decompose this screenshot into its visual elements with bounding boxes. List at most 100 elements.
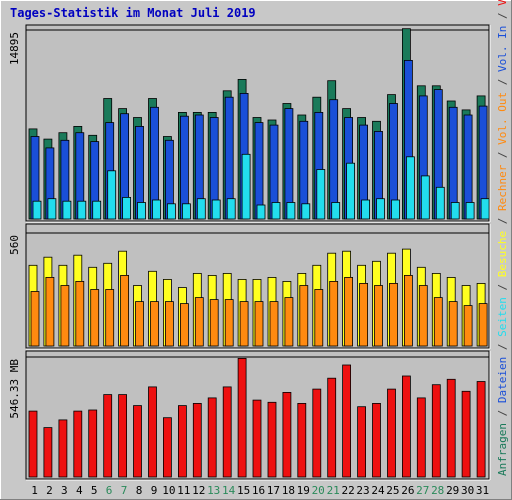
bar-volumen-day-21 xyxy=(327,377,337,478)
bar-rechner-day-24 xyxy=(374,285,383,347)
bar-seiten-day-5 xyxy=(92,200,102,220)
bar-volumen-day-9 xyxy=(148,386,157,478)
bar-rechner-day-4 xyxy=(75,280,85,347)
bar-rechner-day-10 xyxy=(164,301,174,347)
day-label-29: 29 xyxy=(446,484,459,497)
legend-item-besuche: Besuche xyxy=(496,231,509,277)
day-label-4: 4 xyxy=(76,484,83,497)
legend-separator: / xyxy=(496,337,509,357)
bar-rechner-day-5 xyxy=(90,289,100,347)
legend-separator: / xyxy=(496,145,509,165)
bar-rechner-day-20 xyxy=(314,289,324,347)
bar-seiten-day-8 xyxy=(137,202,146,220)
bar-volumen-day-27 xyxy=(416,397,426,478)
bar-seiten-day-21 xyxy=(331,202,341,220)
day-label-22: 22 xyxy=(341,484,354,497)
bar-volumen-day-24 xyxy=(372,402,381,478)
bar-seiten-day-18 xyxy=(286,202,296,220)
day-label-5: 5 xyxy=(91,484,98,497)
bar-seiten-day-12 xyxy=(196,198,206,220)
bar-rechner-day-13 xyxy=(209,299,219,347)
bar-rechner-day-6 xyxy=(105,289,115,347)
bar-rechner-day-29 xyxy=(448,301,458,347)
bar-rechner-day-3 xyxy=(60,285,70,347)
bar-seiten-day-24 xyxy=(376,198,385,220)
bar-seiten-day-16 xyxy=(256,204,266,220)
bar-rechner-day-17 xyxy=(269,301,279,347)
day-label-8: 8 xyxy=(136,484,143,497)
bar-seiten-day-2 xyxy=(47,198,57,220)
day-label-28: 28 xyxy=(431,484,444,497)
day-label-20: 20 xyxy=(312,484,325,497)
bar-rechner-day-11 xyxy=(179,303,189,347)
bar-rechner-day-27 xyxy=(418,285,428,347)
bar-seiten-day-1 xyxy=(32,200,42,220)
legend-item-volumen: Volumen xyxy=(496,0,509,6)
bar-seiten-day-4 xyxy=(77,200,87,220)
day-label-11: 11 xyxy=(177,484,190,497)
bar-volumen-day-22 xyxy=(342,364,352,478)
legend-separator: / xyxy=(496,277,509,297)
bar-rechner-day-16 xyxy=(254,301,264,347)
bar-volumen-day-5 xyxy=(88,409,98,478)
day-label-16: 16 xyxy=(252,484,265,497)
bar-volumen-day-16 xyxy=(252,399,262,478)
legend-item-dateien: Dateien xyxy=(496,357,509,403)
bar-volumen-day-14 xyxy=(222,386,232,478)
bar-rechner-day-9 xyxy=(150,301,159,347)
bar-seiten-day-15 xyxy=(241,153,251,220)
day-label-7: 7 xyxy=(121,484,128,497)
max-label-hits: 14895 xyxy=(8,32,21,65)
legend-separator: / xyxy=(496,72,509,92)
bar-volumen-day-23 xyxy=(357,406,367,478)
bar-dateien-day-16 xyxy=(254,122,264,220)
bar-volumen-day-6 xyxy=(103,394,113,478)
bar-seiten-day-31 xyxy=(480,198,490,220)
bar-rechner-day-19 xyxy=(299,285,309,347)
bar-seiten-day-6 xyxy=(107,170,117,220)
day-label-10: 10 xyxy=(162,484,175,497)
bar-volumen-day-25 xyxy=(387,388,396,478)
bar-seiten-day-22 xyxy=(346,162,356,220)
bar-rechner-day-1 xyxy=(30,291,40,347)
bar-rechner-day-8 xyxy=(135,301,144,347)
bar-seiten-day-9 xyxy=(152,199,161,220)
day-label-14: 14 xyxy=(222,484,236,497)
legend-separator: / xyxy=(496,211,509,231)
day-label-31: 31 xyxy=(476,484,489,497)
bar-rechner-day-30 xyxy=(463,305,473,347)
day-label-27: 27 xyxy=(416,484,429,497)
bar-seiten-day-3 xyxy=(62,200,72,220)
bar-volumen-day-12 xyxy=(192,402,202,478)
bar-seiten-day-25 xyxy=(391,199,400,220)
bar-seiten-day-20 xyxy=(316,169,326,220)
bar-seiten-day-30 xyxy=(465,202,475,220)
bar-seiten-day-14 xyxy=(226,198,236,220)
legend-right: Anfragen / Dateien / Seiten / Besuche / … xyxy=(496,0,509,476)
bar-seiten-day-28 xyxy=(435,186,445,220)
bar-volumen-day-11 xyxy=(177,405,187,478)
bar-volumen-day-28 xyxy=(431,384,441,478)
bar-seiten-day-19 xyxy=(301,203,311,220)
bar-seiten-day-10 xyxy=(166,203,176,220)
legend-separator: / xyxy=(496,6,509,26)
day-label-15: 15 xyxy=(237,484,250,497)
bar-rechner-day-31 xyxy=(478,303,488,347)
day-label-18: 18 xyxy=(282,484,295,497)
bar-volumen-day-13 xyxy=(207,397,217,478)
bar-volumen-day-19 xyxy=(297,402,307,478)
bar-volumen-day-4 xyxy=(73,410,83,478)
bar-volumen-day-15 xyxy=(237,357,247,478)
bar-rechner-day-14 xyxy=(224,299,234,347)
bar-volumen-day-3 xyxy=(58,419,68,478)
bar-volumen-day-7 xyxy=(118,394,127,478)
chart-title: Tages-Statistik im Monat Juli 2019 xyxy=(10,6,256,20)
bar-dateien-day-21 xyxy=(329,99,339,220)
bar-rechner-day-12 xyxy=(194,297,204,347)
day-label-9: 9 xyxy=(151,484,158,497)
bar-volumen-day-8 xyxy=(133,405,142,478)
legend-separator: / xyxy=(496,403,509,423)
bar-rechner-day-2 xyxy=(45,276,55,347)
bar-rechner-day-23 xyxy=(359,282,369,347)
bar-volumen-day-31 xyxy=(476,381,486,478)
